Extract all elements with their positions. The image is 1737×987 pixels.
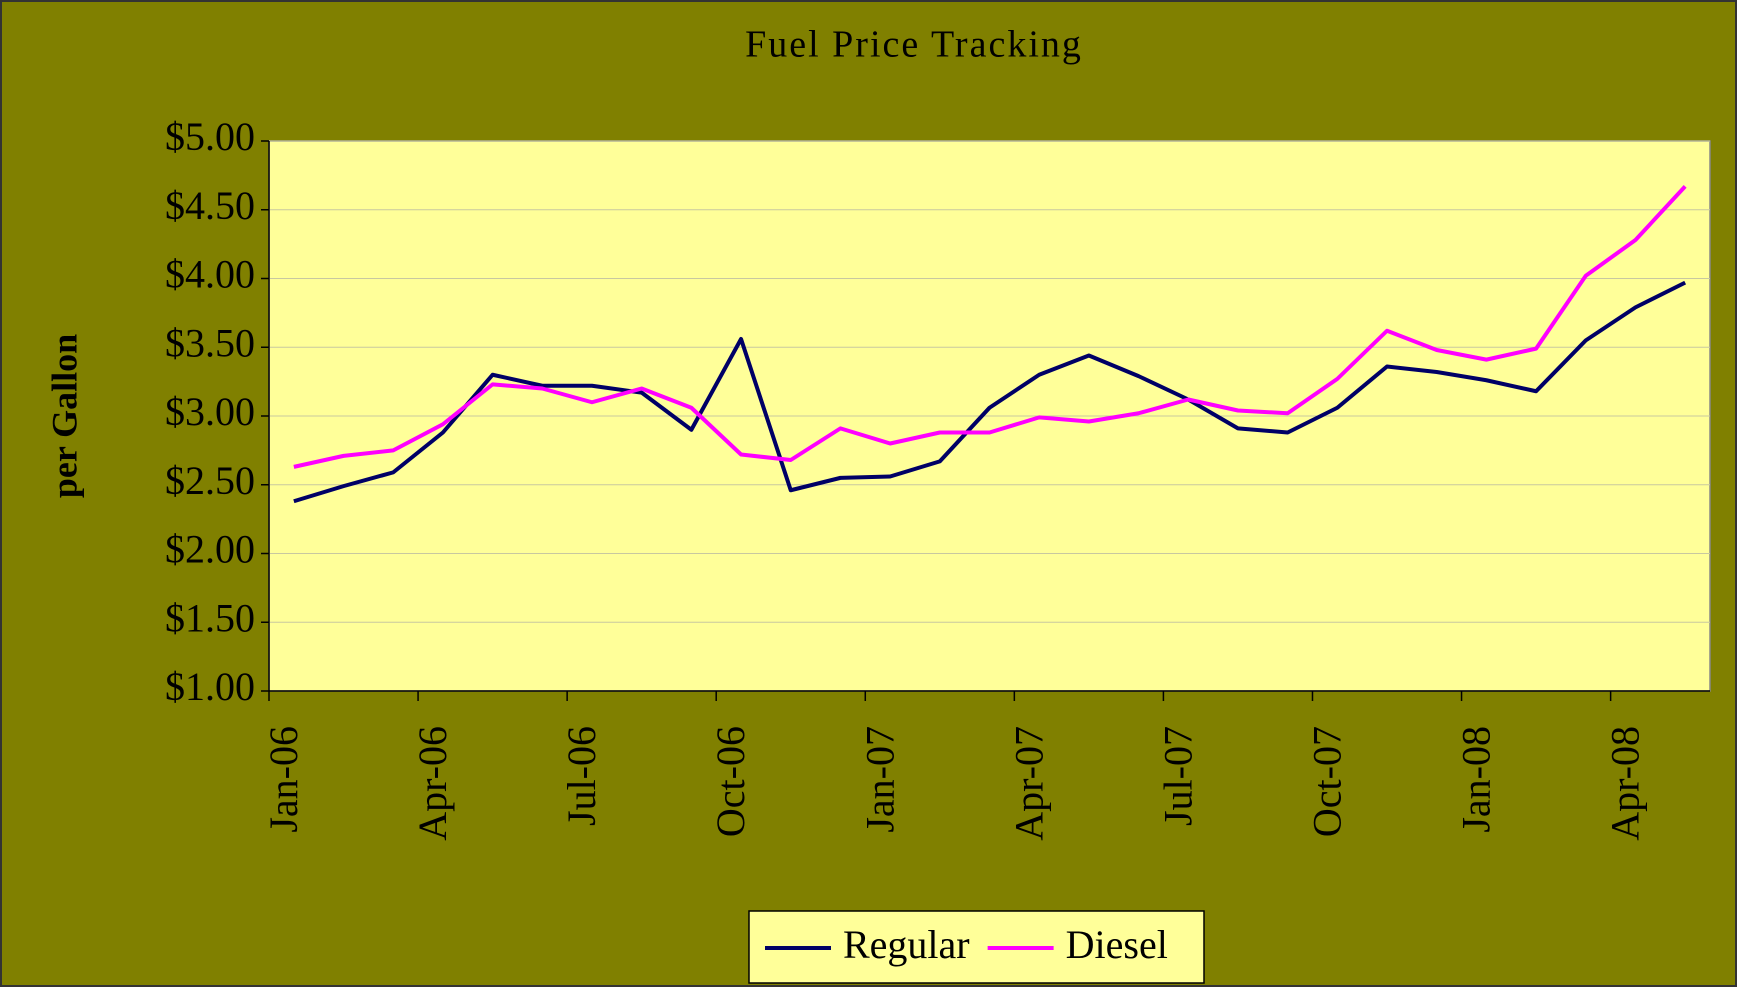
x-tick-label: Apr-07: [1006, 726, 1051, 841]
x-tick-label: Jan-06: [261, 726, 306, 833]
y-tick-label: $1.00: [165, 664, 255, 709]
legend: Regular Diesel: [748, 910, 1205, 984]
x-tick-label: Oct-07: [1304, 726, 1349, 837]
legend-label: Diesel: [1066, 922, 1168, 967]
legend-label: Regular: [843, 922, 970, 967]
y-tick-label: $4.00: [165, 252, 255, 297]
x-tick-label: Jul-06: [559, 726, 604, 826]
y-tick-label: $1.50: [165, 595, 255, 640]
chart-title: Fuel Price Tracking: [745, 24, 1083, 66]
x-tick-label: Apr-06: [410, 726, 455, 841]
y-tick-label: $4.50: [165, 183, 255, 228]
y-axis-title: per Gallon: [44, 334, 84, 498]
x-tick-label: Jan-08: [1454, 726, 1499, 833]
y-tick-label: $2.50: [165, 458, 255, 503]
x-tick-label: Apr-08: [1603, 726, 1648, 841]
y-tick-label: $5.00: [165, 114, 255, 159]
series-line: [293, 280, 1687, 504]
y-tick-label: $3.00: [165, 389, 255, 434]
series-line: [293, 185, 1687, 469]
x-tick-label: Oct-06: [708, 726, 753, 837]
y-tick-label: $2.00: [165, 527, 255, 572]
x-tick-label: Jan-07: [857, 726, 902, 833]
y-tick-label: $3.50: [165, 320, 255, 365]
x-tick-label: Jul-07: [1155, 726, 1200, 826]
